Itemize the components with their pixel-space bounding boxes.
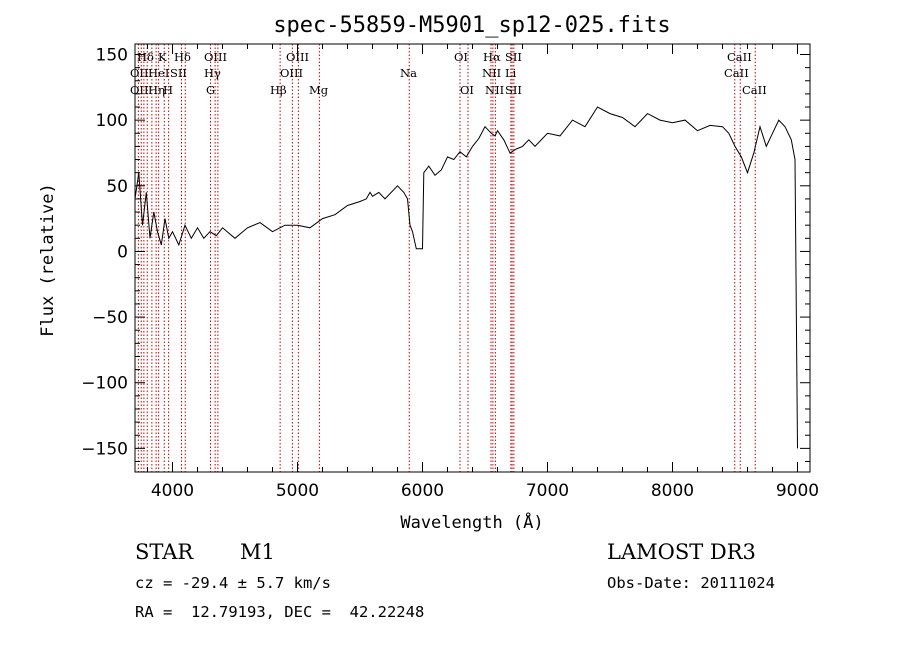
y-tick-label: −150 (81, 439, 128, 459)
y-tick-label: −100 (81, 374, 128, 394)
line-label-heta: Hη (148, 83, 165, 97)
spectral-line-markers (137, 44, 756, 472)
line-label-sii-2: SII (170, 66, 187, 80)
x-tick-label: 7000 (526, 481, 569, 501)
line-label-hdelta: Hδ (137, 50, 154, 64)
line-label-caii-1: CaII (727, 50, 752, 64)
line-label-nii-1: NII (482, 66, 501, 80)
line-label-sii-3: SII (505, 83, 522, 97)
object-subclass: M1 (240, 540, 275, 564)
redshift-cz: cz = -29.4 ± 5.7 km/s (135, 574, 331, 592)
y-tick-label: −50 (92, 308, 128, 328)
y-tick-label: 100 (96, 111, 128, 131)
line-label-li: Li (505, 66, 517, 80)
x-tick-label: 8000 (651, 481, 694, 501)
line-label-g: G (206, 83, 215, 97)
line-label-oi-2: OI (460, 83, 474, 97)
x-tick-label: 5000 (276, 481, 319, 501)
y-tick-label: 0 (117, 242, 128, 262)
line-label-caii-2: CaII (724, 66, 749, 80)
chart-title: spec-55859-M5901_sp12-025.fits (273, 13, 670, 38)
line-label-hbeta: Hβ (270, 83, 287, 97)
axes: 4000 5000 6000 7000 8000 9000 −150 −100 −50 0 50 10… (81, 44, 819, 501)
line-label-hgamma: Hγ (204, 66, 221, 80)
line-label-oiii-3: OIII (280, 66, 303, 80)
line-label-sii-1: SII (505, 50, 522, 64)
line-label-oii-2: OII (130, 83, 149, 97)
spectrum-line-group (134, 106, 798, 449)
y-tick-label: 150 (96, 46, 128, 66)
x-tick-label: 4000 (151, 481, 194, 501)
spectrum-series-flux (134, 106, 798, 449)
line-label-na: Na (400, 66, 417, 80)
line-label-mg: Mg (309, 83, 329, 97)
x-tick-label: 9000 (776, 481, 819, 501)
line-label-hei: HeI (148, 66, 169, 80)
x-axis-label: Wavelength (Å) (400, 511, 543, 533)
line-label-oiii-2: OIII (286, 50, 309, 64)
object-type: STAR (135, 540, 194, 564)
x-tick-label: 6000 (401, 481, 444, 501)
line-label-oi-1: OI (454, 50, 468, 64)
coordinates: RA = 12.79193, DEC = 42.22248 (135, 603, 425, 621)
line-label-h: H (163, 83, 173, 97)
y-tick-label: 50 (106, 177, 128, 197)
line-label-k: K (158, 50, 167, 64)
obs-date: Obs-Date: 20111024 (607, 574, 775, 592)
line-label-oiii-1: OIII (204, 50, 227, 64)
line-label-halpha: Hα (483, 50, 501, 64)
survey-name: LAMOST DR3 (607, 540, 756, 564)
y-axis-label: Flux (relative) (38, 183, 58, 337)
line-label-hdelta-2: Hδ (174, 50, 191, 64)
line-label-nii-2: NII (485, 83, 504, 97)
line-label-caii-3: CaII (742, 83, 767, 97)
spectral-line-labels: Hδ K Hδ OIII OIII OI Hα SII CaII OII HeI… (130, 50, 767, 97)
plot-frame (134, 43, 811, 473)
